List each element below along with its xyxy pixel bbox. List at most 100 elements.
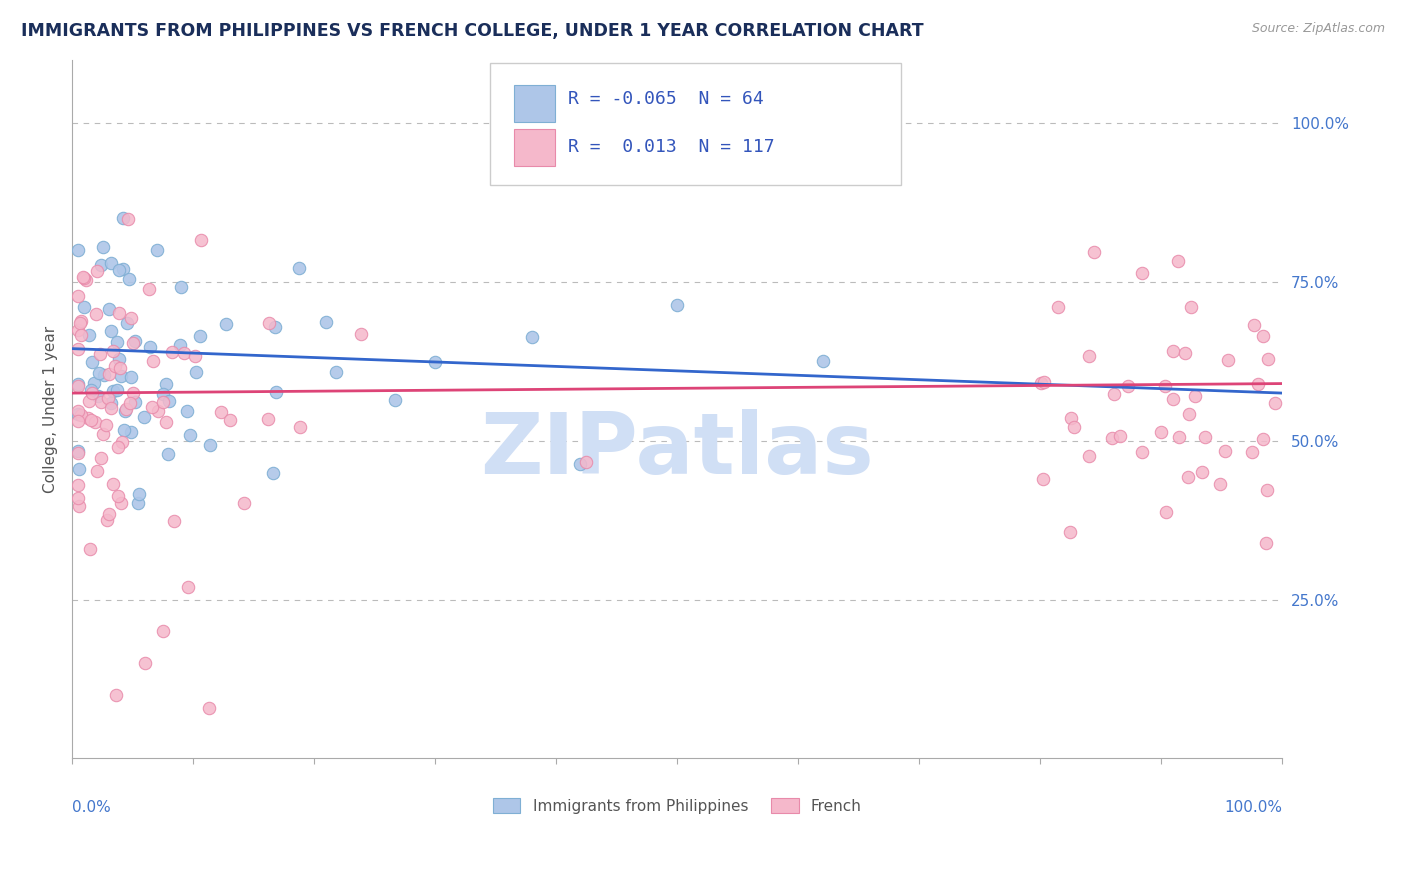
FancyBboxPatch shape [489, 63, 901, 186]
Point [110, 369, 132, 384]
Point [1241, 444, 1264, 458]
Point [76, 411, 98, 425]
Point [90, 394, 112, 409]
Point [219, 413, 242, 427]
Point [188, 329, 211, 343]
Point [1216, 353, 1239, 368]
Point [112, 211, 135, 226]
Point [288, 260, 311, 275]
Point [1029, 376, 1052, 390]
Point [142, 354, 165, 368]
Point [141, 401, 163, 415]
Point [111, 262, 134, 277]
Point [107, 263, 129, 277]
Point [1109, 429, 1132, 443]
Point [139, 340, 162, 354]
Point [111, 435, 134, 450]
Point [184, 365, 207, 379]
Point [67, 342, 90, 356]
Point [257, 412, 280, 426]
Point [1168, 430, 1191, 444]
Point [86, 264, 108, 278]
Text: R = -0.065  N = 64: R = -0.065 N = 64 [568, 90, 763, 109]
Point [569, 457, 592, 471]
Point [160, 344, 183, 359]
Point [67, 376, 90, 391]
Point [83, 415, 105, 429]
Point [89, 366, 111, 380]
Point [1060, 411, 1083, 425]
Point [107, 440, 129, 454]
Point [1078, 349, 1101, 363]
Point [73, 300, 96, 314]
Point [73, 271, 96, 285]
Point [1032, 472, 1054, 486]
Point [132, 410, 155, 425]
Point [170, 280, 193, 294]
Point [120, 310, 142, 325]
Point [190, 233, 212, 247]
Point [120, 369, 142, 384]
Point [1161, 392, 1184, 407]
Point [67, 444, 90, 458]
Point [209, 404, 232, 418]
Point [384, 393, 406, 408]
Point [67, 462, 90, 476]
Point [157, 393, 180, 408]
Point [1167, 254, 1189, 268]
Point [1078, 450, 1101, 464]
Point [100, 324, 122, 338]
Point [1150, 425, 1173, 440]
Point [198, 437, 221, 451]
Point [1118, 378, 1140, 392]
Point [173, 346, 195, 360]
Point [262, 466, 284, 480]
Point [70, 408, 93, 422]
Point [179, 428, 201, 442]
Point [70, 314, 93, 328]
Point [1257, 351, 1279, 366]
Point [152, 624, 174, 639]
Point [93, 368, 115, 382]
Point [169, 337, 191, 351]
Point [104, 688, 127, 702]
Point [80, 383, 103, 397]
Point [1264, 396, 1286, 410]
Legend: Immigrants from Philippines, French: Immigrants from Philippines, French [494, 797, 862, 814]
Point [350, 327, 373, 342]
Point [108, 306, 131, 320]
Point [155, 415, 177, 429]
Point [75, 273, 97, 287]
Point [84, 307, 107, 321]
Point [79, 413, 101, 427]
Point [112, 423, 135, 437]
Text: ZIPatlas: ZIPatlas [481, 409, 875, 492]
Point [96, 512, 118, 526]
Point [1161, 344, 1184, 359]
Point [101, 477, 124, 491]
Point [105, 335, 128, 350]
Point [115, 402, 138, 417]
FancyBboxPatch shape [513, 86, 555, 122]
Point [157, 447, 180, 461]
Point [67, 244, 90, 258]
Point [67, 323, 90, 337]
Point [1243, 318, 1265, 332]
Point [1213, 444, 1236, 458]
Point [666, 298, 689, 312]
Point [67, 446, 90, 460]
Point [124, 395, 146, 409]
Point [121, 386, 143, 401]
Point [100, 401, 122, 415]
Y-axis label: College, Under 1 year: College, Under 1 year [44, 326, 58, 492]
Point [115, 316, 138, 330]
Point [1184, 389, 1206, 403]
Point [97, 507, 120, 521]
Point [1251, 329, 1274, 343]
Point [108, 351, 131, 366]
Point [117, 212, 139, 227]
Point [79, 542, 101, 557]
Point [138, 282, 160, 296]
Point [1130, 266, 1153, 280]
Text: R =  0.013  N = 117: R = 0.013 N = 117 [568, 138, 775, 156]
